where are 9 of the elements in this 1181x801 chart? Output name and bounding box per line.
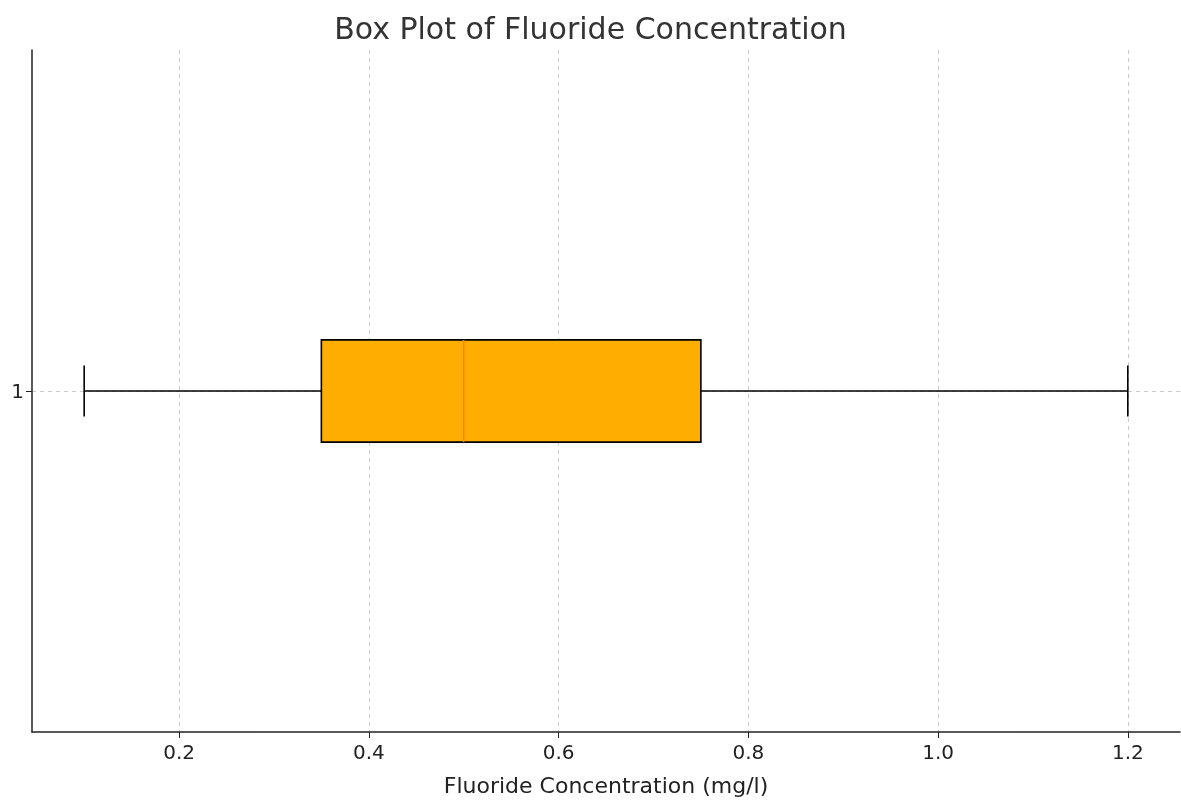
chart-title: Box Plot of Fluoride Concentration — [334, 10, 847, 46]
y-tick-label: 1 — [11, 379, 24, 403]
x-tick-label: 1.2 — [1111, 740, 1144, 764]
x-axis-title: Fluoride Concentration (mg/l) — [443, 772, 769, 798]
x-tick-label: 0.4 — [352, 740, 385, 764]
x-tick-label: 0.6 — [542, 740, 575, 764]
x-tick-label: 1.0 — [922, 740, 954, 764]
x-tick-label: 0.8 — [732, 740, 765, 764]
x-tick-label: 0.2 — [163, 740, 195, 764]
